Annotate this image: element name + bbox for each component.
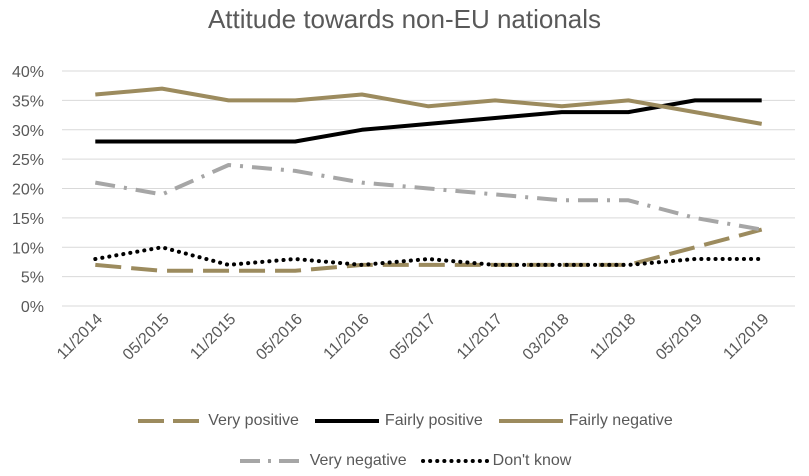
- y-tick-label: 15%: [12, 211, 44, 228]
- x-tick-label: 11/2019: [720, 311, 772, 363]
- legend-swatch-dont-know: [420, 459, 489, 463]
- legend-item-very-positive[interactable]: Very positive: [136, 412, 299, 430]
- chart-title: Attitude towards non-EU nationals: [207, 4, 602, 34]
- y-tick-label: 35%: [12, 93, 44, 110]
- legend-label: Fairly positive: [384, 412, 483, 429]
- x-tick-label: 05/2017: [386, 311, 439, 364]
- x-tick-label: 11/2015: [187, 311, 239, 363]
- series-line-fairly-positive: [95, 98, 762, 144]
- legend-label: Very negative: [309, 452, 407, 469]
- x-axis-tick-labels: 11/2014 05/2015 11/2015 05/2016 11/2016 05/20…: [54, 311, 773, 364]
- series-lines: [93, 86, 764, 273]
- line-chart: 0% 5% 10% 15% 20% 25% 30% 35% 40% 11/2014 05/2015…: [12, 64, 795, 364]
- x-tick-label: 11/2017: [454, 311, 506, 363]
- legend-label: Fairly negative: [568, 412, 673, 429]
- x-tick-label: 05/2019: [653, 311, 706, 364]
- x-tick-label: 05/2015: [120, 311, 173, 364]
- x-tick-label: 05/2016: [253, 311, 306, 364]
- legend-item-very-negative[interactable]: Very negative: [238, 452, 407, 470]
- x-tick-label: 11/2016: [321, 311, 373, 363]
- y-tick-label: 30%: [12, 123, 44, 140]
- legend-item-dont-know[interactable]: Don't know: [420, 452, 572, 470]
- y-axis-tick-labels: 0% 5% 10% 15% 20% 25% 30% 35% 40%: [12, 64, 44, 316]
- y-tick-label: 10%: [12, 240, 44, 257]
- x-tick-label: 11/2014: [54, 311, 106, 363]
- series-line-don-t-know: [93, 245, 764, 267]
- y-tick-label: 25%: [12, 152, 44, 169]
- gridlines: [62, 70, 795, 307]
- legend-swatch-very-negative: [239, 459, 304, 463]
- y-tick-label: 20%: [12, 182, 44, 199]
- legend-swatch-fairly-negative: [498, 419, 563, 423]
- legend-item-fairly-negative[interactable]: Fairly negative: [497, 412, 673, 430]
- legend-swatch-very-positive: [138, 419, 203, 423]
- series-line-fairly-negative: [95, 86, 763, 126]
- legend-row-2: Very negative Don't know: [0, 452, 809, 470]
- x-tick-label: 11/2018: [587, 311, 639, 363]
- legend-swatch-fairly-positive: [314, 419, 379, 423]
- legend-item-fairly-positive[interactable]: Fairly positive: [313, 412, 483, 430]
- x-tick-label: 03/2018: [520, 311, 573, 364]
- legend-label: Very positive: [208, 412, 299, 429]
- y-tick-label: 40%: [12, 64, 44, 81]
- y-tick-label: 0%: [21, 299, 44, 316]
- legend-row-1: Very positive Fairly positive Fairly neg…: [0, 412, 809, 430]
- series-line-very-negative: [94, 163, 763, 232]
- y-tick-label: 5%: [21, 270, 44, 287]
- series-line-very-positive: [95, 227, 763, 273]
- legend-label: Don't know: [492, 452, 572, 469]
